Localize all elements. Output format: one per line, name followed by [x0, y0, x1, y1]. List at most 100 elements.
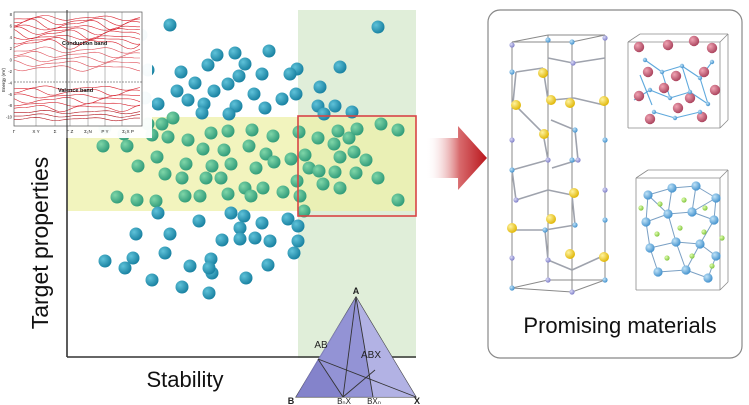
material-point: [392, 194, 405, 207]
material-point: [176, 281, 189, 294]
material-point: [164, 19, 177, 32]
material-point: [288, 247, 301, 260]
band-k-tick: P Y: [101, 129, 108, 134]
material-point: [328, 138, 341, 151]
material-point: [222, 125, 235, 138]
material-point: [164, 228, 177, 241]
material-point: [222, 188, 235, 201]
material-point: [276, 93, 289, 106]
material-point: [329, 166, 342, 179]
material-point: [184, 260, 197, 273]
material-point: [348, 146, 361, 159]
material-point: [111, 191, 124, 204]
promising-materials-label: Promising materials: [523, 313, 716, 338]
material-point: [182, 94, 195, 107]
material-point: [332, 125, 345, 138]
material-point: [350, 167, 363, 180]
material-point: [196, 107, 209, 120]
material-point: [334, 151, 347, 164]
material-point: [392, 124, 405, 137]
material-point: [159, 168, 172, 181]
triangle-bxn-label: BXₙ: [367, 397, 381, 405]
material-point: [318, 108, 331, 121]
material-point: [119, 262, 132, 275]
material-point: [159, 247, 172, 260]
material-point: [215, 172, 228, 185]
material-point: [240, 272, 253, 285]
material-point: [285, 153, 298, 166]
material-point: [225, 207, 238, 220]
material-point: [263, 45, 276, 58]
material-point: [203, 287, 216, 300]
material-point: [268, 156, 281, 169]
y-axis-label: Target properties: [27, 157, 53, 330]
material-point: [334, 61, 347, 74]
material-point: [259, 102, 272, 115]
material-point: [291, 175, 304, 188]
material-point: [239, 58, 252, 71]
material-point: [264, 235, 277, 248]
triangle-vertex-b: B: [288, 396, 295, 405]
material-point: [294, 190, 307, 203]
band-k-tick: X Y: [32, 129, 39, 134]
energy-axis-label: Energy (eV): [1, 67, 6, 92]
material-point: [179, 190, 192, 203]
valence-band-label: Valence band: [58, 88, 93, 94]
material-point: [146, 274, 159, 287]
material-point: [193, 215, 206, 228]
material-point: [205, 127, 218, 140]
material-point: [216, 234, 229, 247]
material-point: [197, 143, 210, 156]
material-point: [222, 78, 235, 91]
material-point: [262, 259, 275, 272]
material-point: [203, 262, 216, 275]
material-point: [189, 77, 202, 90]
material-point: [211, 49, 224, 62]
material-point: [233, 70, 246, 83]
material-point: [372, 172, 385, 185]
material-point: [156, 118, 169, 131]
material-point: [248, 88, 261, 101]
material-point: [150, 195, 163, 208]
material-point: [225, 158, 238, 171]
material-point: [152, 207, 165, 220]
material-point: [132, 160, 145, 173]
material-point: [182, 134, 195, 147]
material-point: [208, 85, 221, 98]
material-point: [290, 88, 303, 101]
triangle-vertex-a: A: [353, 286, 360, 296]
band-k-tick: Σ: [54, 129, 57, 134]
material-point: [313, 165, 326, 178]
material-point: [267, 130, 280, 143]
transition-arrow: [426, 126, 487, 190]
triangle-bnx-label: BₙX: [337, 397, 352, 405]
material-point: [151, 151, 164, 164]
material-point: [243, 140, 256, 153]
material-point: [162, 131, 175, 144]
material-point: [256, 68, 269, 81]
x-axis-label: Stability: [146, 367, 223, 392]
material-point: [171, 85, 184, 98]
material-point: [351, 123, 364, 136]
material-point: [131, 194, 144, 207]
material-point: [256, 217, 269, 230]
material-point: [317, 178, 330, 191]
material-point: [175, 66, 188, 79]
material-point: [250, 162, 263, 175]
material-point: [176, 172, 189, 185]
material-point: [277, 186, 290, 199]
material-point: [223, 108, 236, 121]
material-point: [312, 132, 325, 145]
material-point: [130, 228, 143, 241]
material-point: [293, 126, 306, 139]
triangle-vertex-x: X: [414, 396, 420, 405]
materials-panel: [488, 10, 742, 358]
material-point: [257, 182, 270, 195]
material-point: [152, 98, 165, 111]
material-point: [375, 118, 388, 131]
material-point: [314, 81, 327, 94]
material-point: [234, 233, 247, 246]
material-point: [218, 144, 231, 157]
triangle-ab-label: AB: [314, 340, 328, 351]
